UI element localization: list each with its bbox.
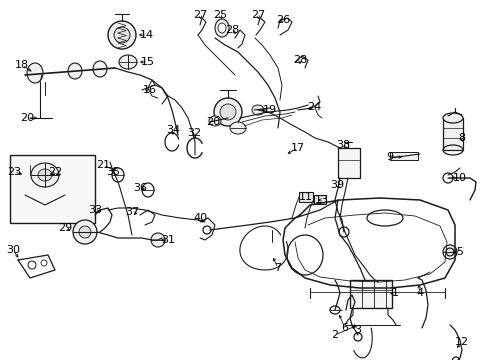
Ellipse shape (251, 105, 264, 115)
Text: 39: 39 (329, 180, 344, 190)
Text: 23: 23 (7, 167, 21, 177)
Text: 11: 11 (298, 192, 312, 202)
Text: 5: 5 (456, 247, 463, 257)
Text: 8: 8 (458, 133, 465, 143)
Ellipse shape (151, 233, 164, 247)
Text: 26: 26 (275, 15, 289, 25)
Text: 21: 21 (96, 160, 110, 170)
Text: 17: 17 (290, 143, 305, 153)
Text: 7: 7 (274, 263, 281, 273)
Text: 35: 35 (106, 167, 120, 177)
Text: 24: 24 (306, 102, 321, 112)
Ellipse shape (73, 220, 97, 244)
Ellipse shape (229, 122, 245, 134)
Ellipse shape (220, 104, 236, 120)
Text: 32: 32 (186, 128, 201, 138)
Text: 28: 28 (224, 25, 239, 35)
Bar (389, 152, 417, 160)
Text: 31: 31 (161, 235, 175, 245)
Ellipse shape (68, 63, 82, 79)
Text: 2: 2 (331, 330, 338, 340)
Text: 38: 38 (335, 140, 349, 150)
Text: 14: 14 (140, 30, 154, 40)
Bar (313, 195, 325, 204)
Ellipse shape (218, 23, 225, 33)
Ellipse shape (28, 261, 36, 269)
Text: 13: 13 (314, 195, 328, 205)
Ellipse shape (119, 55, 137, 69)
Text: 33: 33 (88, 205, 102, 215)
Text: 25: 25 (212, 10, 226, 20)
Bar (349, 280, 391, 308)
Text: 9: 9 (386, 152, 393, 162)
Text: 30: 30 (6, 245, 20, 255)
Text: 3: 3 (354, 325, 361, 335)
Ellipse shape (79, 226, 91, 238)
Ellipse shape (445, 248, 453, 256)
Text: 18: 18 (15, 60, 29, 70)
Text: 27: 27 (192, 10, 207, 20)
Text: 27: 27 (250, 10, 264, 20)
Text: 12: 12 (454, 337, 468, 347)
Text: 19: 19 (263, 105, 277, 115)
Text: 36: 36 (133, 183, 147, 193)
Ellipse shape (215, 19, 228, 37)
Text: 34: 34 (165, 125, 180, 135)
Text: 4: 4 (416, 288, 423, 298)
Ellipse shape (38, 169, 52, 181)
Text: 20: 20 (205, 117, 220, 127)
Text: 15: 15 (141, 57, 155, 67)
Text: 28: 28 (292, 55, 306, 65)
Text: 37: 37 (124, 207, 139, 217)
Text: 1: 1 (391, 288, 398, 298)
Ellipse shape (27, 63, 43, 83)
Bar (10, 155, 95, 223)
Text: 16: 16 (142, 85, 157, 95)
Ellipse shape (208, 116, 221, 126)
Text: 40: 40 (193, 213, 206, 223)
Bar (442, 118, 462, 150)
Bar (298, 192, 312, 202)
Ellipse shape (214, 98, 242, 126)
Ellipse shape (41, 260, 47, 266)
Text: 10: 10 (452, 173, 466, 183)
Bar (337, 148, 359, 178)
Ellipse shape (31, 163, 59, 187)
Ellipse shape (442, 113, 462, 123)
Text: 6: 6 (341, 323, 348, 333)
Ellipse shape (108, 21, 136, 49)
Text: 29: 29 (58, 223, 72, 233)
Ellipse shape (114, 27, 130, 43)
Ellipse shape (93, 61, 107, 77)
Text: 20: 20 (20, 113, 34, 123)
Text: 22: 22 (48, 167, 62, 177)
